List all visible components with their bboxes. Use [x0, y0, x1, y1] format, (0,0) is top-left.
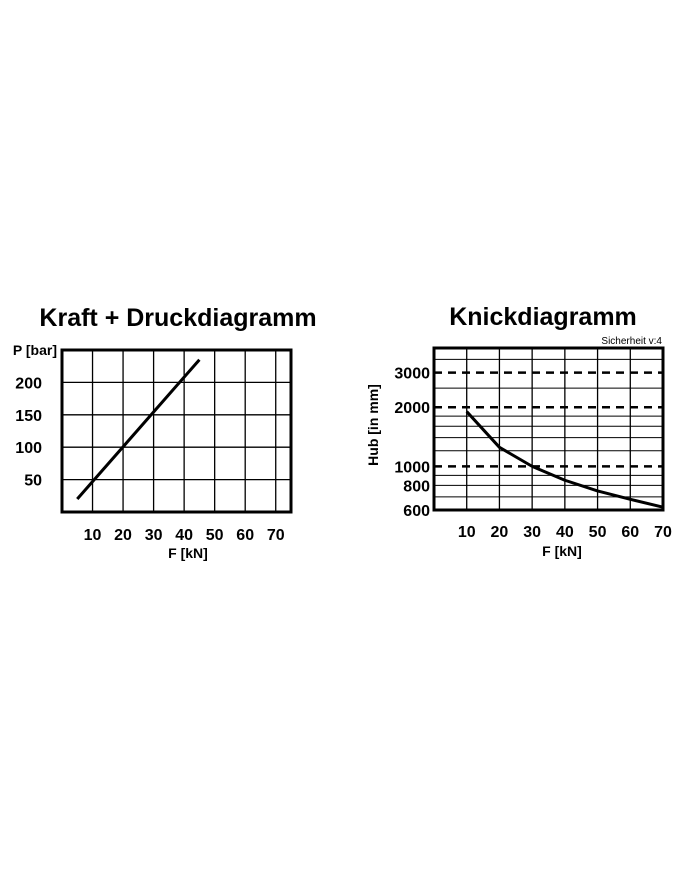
chart-1-line: [76, 358, 201, 501]
chart-2-frame: [432, 346, 665, 512]
chart-1-xtick: 40: [175, 527, 193, 544]
chart-1-xtick: 70: [267, 527, 285, 544]
chart-2-ytick: 1000: [394, 459, 430, 476]
chart-1-xtick: 60: [236, 527, 254, 544]
chart-2-title: Knickdiagramm: [449, 303, 637, 331]
kraft-druck-chart: Kraft + Druckdiagramm P [bar] F [kN] 10 2…: [13, 304, 317, 561]
chart-2-xtick: 10: [458, 524, 476, 541]
chart-2-xtick: 30: [523, 524, 541, 541]
chart-2-xtick: 40: [556, 524, 574, 541]
chart-1-grid: [62, 350, 291, 512]
chart-1-xlabel: F [kN]: [168, 545, 208, 561]
chart-1-ytick: 100: [15, 440, 42, 457]
knick-chart: Knickdiagramm Sicherheit v:4 Hub [in mm]…: [365, 303, 672, 559]
chart-2-series: [465, 410, 664, 509]
chart-1-series: [76, 358, 201, 501]
chart-1-ytick: 200: [15, 375, 42, 392]
chart-2-xlabel: F [kN]: [542, 543, 582, 559]
chart-2-xtick: 50: [589, 524, 607, 541]
chart-2-tick-labels: 10 20 30 40 50 60 70 600 800 1000 2000 3000: [394, 366, 672, 541]
chart-2-ytick: 2000: [394, 400, 430, 417]
chart-2-curve: [465, 410, 664, 509]
chart-2-ytick: 800: [403, 478, 430, 495]
chart-1-ytick: 150: [15, 408, 42, 425]
chart-1-xtick: 10: [84, 527, 102, 544]
chart-2-xtick: 70: [654, 524, 672, 541]
chart-1-xtick: 30: [145, 527, 163, 544]
chart-2-ylabel: Hub [in mm]: [365, 384, 381, 466]
chart-2-xtick: 20: [491, 524, 509, 541]
chart-2-xtick: 60: [621, 524, 639, 541]
chart-1-tick-labels: 10 20 30 40 50 60 70 50 100 150 200: [15, 375, 284, 544]
chart-2-ytick: 600: [403, 503, 430, 520]
chart-1-ytick: 50: [24, 473, 42, 490]
chart-1-ylabel: P [bar]: [13, 342, 57, 358]
chart-1-xtick: 50: [206, 527, 224, 544]
chart-2-ytick: 3000: [394, 366, 430, 383]
chart-1-frame: [60, 348, 293, 514]
chart-2-grid: [434, 348, 663, 510]
chart-2-annotation: Sicherheit v:4: [601, 336, 662, 347]
chart-1-title: Kraft + Druckdiagramm: [39, 304, 316, 332]
chart-1-xtick: 20: [114, 527, 132, 544]
